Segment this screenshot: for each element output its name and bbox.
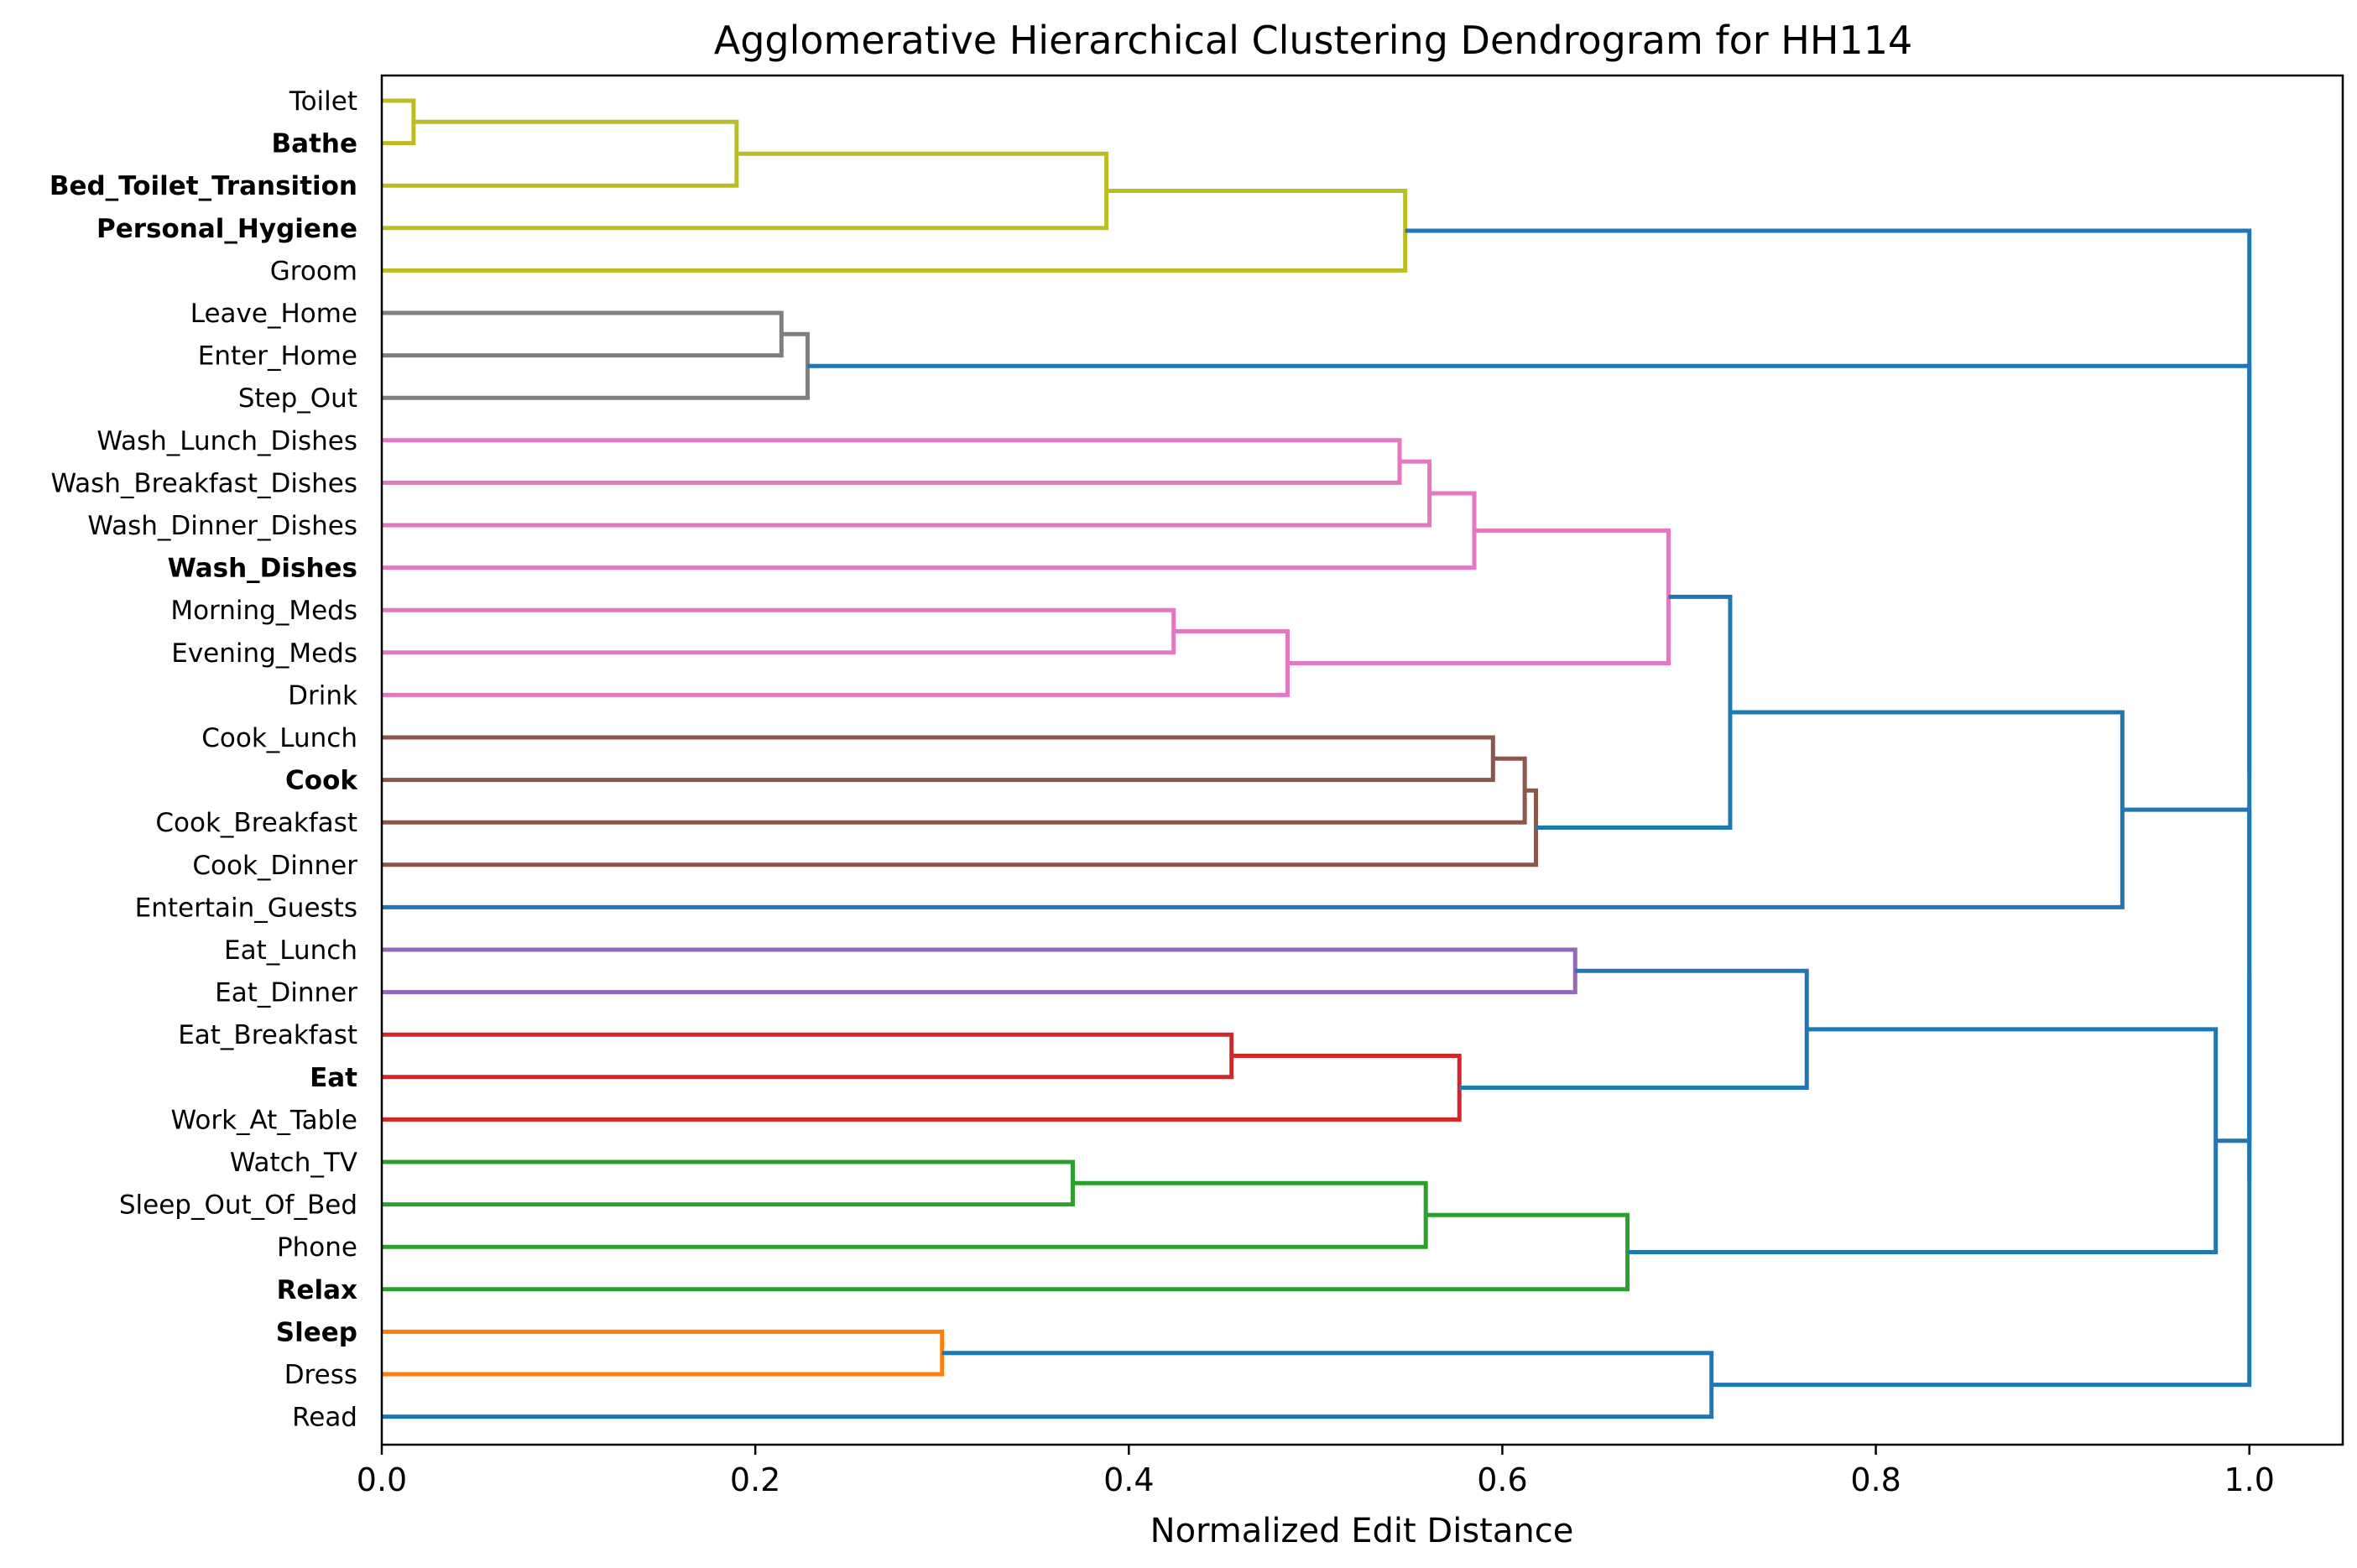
leaf-label: Enter_Home [198, 341, 357, 372]
link-X [382, 1180, 1428, 1249]
x-axis-label: Normalized Edit Distance [1150, 1512, 1574, 1550]
leaf-label: Work_At_Table [171, 1105, 357, 1135]
leaf-label: Personal_Hygiene [96, 214, 357, 244]
leaf-label: Bathe [272, 129, 357, 159]
link-W [382, 1159, 1076, 1207]
leaf-label: Eat [310, 1063, 357, 1093]
link-G [382, 438, 1402, 485]
leaf-label: Bed_Toilet_Transition [50, 171, 357, 201]
link-K [382, 629, 1290, 697]
x-tick-label: 1.0 [2224, 1461, 2274, 1498]
leaf-label: Eat_Breakfast [178, 1020, 357, 1050]
leaf-label: Cook_Breakfast [155, 808, 357, 838]
leaf-label: Phone [277, 1232, 357, 1263]
leaf-label: Wash_Lunch_Dishes [96, 426, 357, 456]
leaf-label: Cook_Lunch [201, 723, 357, 753]
x-tick-label: 0.4 [1103, 1461, 1154, 1498]
link-AF [1405, 228, 2252, 774]
chart-title: Agglomerative Hierarchical Clustering De… [714, 18, 1912, 63]
link-Z [1627, 1027, 2219, 1255]
link-Y [382, 1212, 1630, 1292]
leaf-label: Sleep [276, 1317, 357, 1347]
x-tick-label: 0.2 [730, 1461, 780, 1498]
leaf-label: Leave_Home [190, 299, 357, 329]
plot-frame [380, 74, 2344, 1446]
leaf-label: Eat_Dinner [215, 978, 357, 1008]
link-A [382, 98, 416, 146]
link-D [382, 189, 1408, 273]
link-P [382, 788, 1538, 867]
x-axis-ticks: 0.0 0.2 0.4 0.6 0.8 1.0 [357, 1445, 2275, 1498]
leaf-label: Morning_Meds [170, 596, 357, 626]
leaf-label: Sleep_Out_Of_Bed [119, 1190, 357, 1221]
leaf-label: Relax [277, 1275, 357, 1305]
link-AA [382, 1329, 945, 1377]
link-S [382, 947, 1577, 995]
leaf-label: Wash_Dishes [168, 554, 357, 584]
link-J [382, 607, 1176, 655]
leaf-label: Step_Out [238, 383, 357, 414]
dendrogram-links [382, 98, 2252, 1420]
leaf-label: Watch_TV [230, 1148, 357, 1178]
leaf-label: Evening_Meds [171, 638, 357, 669]
leaf-labels: Toilet Bathe Bed_Toilet_Transition Personal… [50, 86, 359, 1433]
leaf-label: Wash_Dinner_Dishes [87, 511, 357, 541]
leaf-label: Entertain_Guests [135, 893, 357, 923]
link-I [382, 491, 1477, 570]
leaf-label: Eat_Lunch [224, 935, 357, 966]
leaf-label: Toilet [289, 86, 357, 117]
leaf-label: Cook_Dinner [192, 851, 357, 881]
leaf-label: Read [292, 1403, 357, 1433]
leaf-label: Groom [270, 256, 357, 286]
leaf-label: Dress [284, 1360, 357, 1390]
x-tick-label: 0.8 [1850, 1461, 1901, 1498]
leaf-label: Cook [285, 766, 358, 796]
leaf-label: Drink [288, 680, 357, 711]
x-tick-label: 0.0 [357, 1461, 407, 1498]
leaf-label: Wash_Breakfast_Dishes [50, 468, 357, 498]
x-tick-label: 0.6 [1477, 1461, 1527, 1498]
